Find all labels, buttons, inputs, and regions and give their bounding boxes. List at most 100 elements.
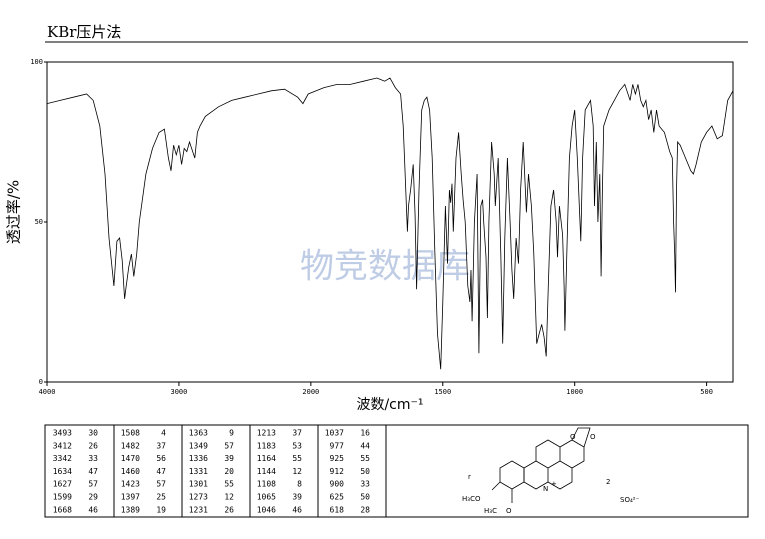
structure-drawing [491,427,591,503]
y-tick-label: 0 [39,378,43,386]
peak-wavenumber: 1336 [189,454,208,463]
peak-transmittance: 28 [360,505,370,514]
peak-wavenumber: 1668 [53,505,72,514]
peak-wavenumber: 1349 [189,441,208,450]
x-tick-label: 4000 [39,388,56,396]
peak-transmittance: 12 [292,467,302,476]
peak-transmittance: 26 [88,441,98,450]
peak-wavenumber: 1389 [121,505,140,514]
peak-wavenumber: 3342 [53,454,72,463]
peak-transmittance: 16 [360,429,370,438]
peak-transmittance: 53 [292,441,302,450]
peak-transmittance: 8 [297,480,302,489]
peak-wavenumber: 1397 [121,493,140,502]
peak-wavenumber: 1164 [257,454,276,463]
peak-wavenumber: 1108 [257,480,276,489]
ring [499,460,525,490]
y-tick-label: 100 [30,58,43,66]
peak-wavenumber: 1331 [189,467,208,476]
peak-wavenumber: 1213 [257,429,276,438]
peak-transmittance: 25 [156,493,166,502]
peak-wavenumber: 3493 [53,429,72,438]
ring [535,439,561,469]
peak-transmittance: 37 [292,429,302,438]
watermark: 物竞数据库 [300,247,470,287]
peak-wavenumber: 1460 [121,467,140,476]
ring [559,439,585,469]
peak-wavenumber: 625 [330,493,345,502]
peak-wavenumber: 1037 [325,429,344,438]
peak-wavenumber: 977 [330,441,345,450]
chart-title: KBr压片法 [47,23,121,41]
peak-table-frame [44,424,749,518]
y-tick-label: 50 [35,218,43,226]
peak-wavenumber: 618 [330,505,345,514]
peak-transmittance: 57 [156,480,166,489]
x-axis-label: 波数/cm⁻¹ [356,397,423,413]
peak-transmittance: 29 [88,493,98,502]
x-tick-label: 3000 [170,388,187,396]
spectrum-line [46,77,734,370]
peak-transmittance: 39 [224,454,234,463]
peak-wavenumber: 1599 [53,493,72,502]
peak-transmittance: 30 [88,429,98,438]
y-axis-label: 透过率/% [5,180,23,244]
peak-transmittance: 20 [224,467,234,476]
x-tick-label: 1500 [434,388,451,396]
peak-transmittance: 46 [292,505,302,514]
peak-wavenumber: 1482 [121,441,140,450]
structure-label: N [543,485,548,493]
peak-transmittance: 47 [156,467,166,476]
peak-transmittance: 55 [292,454,302,463]
structure-label: O [506,507,512,515]
peak-transmittance: 4 [161,429,166,438]
peak-wavenumber: 1634 [53,467,72,476]
peak-transmittance: 44 [360,441,370,450]
peak-wavenumber: 900 [330,480,345,489]
structure-label: H₃CO [462,495,481,503]
structure-label: H₃C [484,507,497,515]
peak-wavenumber: 1231 [189,505,208,514]
ring [547,468,573,490]
peak-wavenumber: 1183 [257,441,276,450]
structure-label: 2 [606,478,610,486]
peak-transmittance: 19 [156,505,166,514]
peak-transmittance: 55 [224,480,234,489]
peak-transmittance: 57 [88,480,98,489]
peak-wavenumber: 925 [330,454,345,463]
peak-transmittance: 37 [156,441,166,450]
peak-transmittance: 26 [224,505,234,514]
x-tick-label: 500 [700,388,713,396]
peak-wavenumber: 1363 [189,429,208,438]
peak-wavenumber: 1144 [257,467,276,476]
structure-label: + [551,480,557,488]
x-tick-label: 2000 [302,388,319,396]
structure-label: O [570,433,576,441]
peak-transmittance: 33 [360,480,370,489]
peak-wavenumber: 1627 [53,480,72,489]
peak-wavenumber: 3412 [53,441,72,450]
peak-wavenumber: 912 [330,467,345,476]
peak-wavenumber: 1273 [189,493,208,502]
peak-transmittance: 56 [156,454,166,463]
peak-wavenumber: 1065 [257,493,276,502]
ring [571,427,591,448]
peak-wavenumber: 1046 [257,505,276,514]
peak-transmittance: 55 [360,454,370,463]
peak-transmittance: 50 [360,493,370,502]
peak-transmittance: 12 [224,493,234,502]
peak-transmittance: 46 [88,505,98,514]
peak-wavenumber: 1508 [121,429,140,438]
x-tick-label: 1000 [566,388,583,396]
peak-wavenumber: 1423 [121,480,140,489]
peak-transmittance: 50 [360,467,370,476]
structure-label: r [468,473,471,481]
peak-transmittance: 57 [224,441,234,450]
peak-transmittance: 39 [292,493,302,502]
peak-transmittance: 9 [229,429,234,438]
peak-transmittance: 33 [88,454,98,463]
structure-label: SO₄²⁻ [620,496,640,504]
plot-frame [46,61,734,383]
peak-wavenumber: 1301 [189,480,208,489]
